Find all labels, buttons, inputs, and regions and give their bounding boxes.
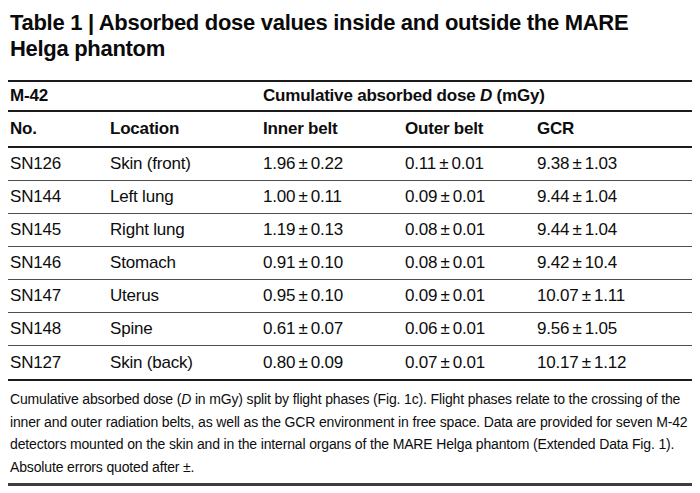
cell-no: SN127 [8, 353, 108, 373]
cell-no: SN147 [8, 286, 108, 306]
cell-inner-belt: 0.91 ± 0.10 [261, 253, 403, 273]
cell-no: SN146 [8, 253, 108, 273]
cell-inner-belt: 1.19 ± 0.13 [261, 220, 403, 240]
table-column-header-row: No. Location Inner belt Outer belt GCR [8, 112, 692, 148]
cell-location: Spine [108, 319, 261, 339]
group-header-dose-symbol: D [480, 86, 492, 105]
cell-location: Left lung [108, 187, 261, 207]
cell-location: Right lung [108, 220, 261, 240]
cell-location: Uterus [108, 286, 261, 306]
table-title-line1: Table 1 | Absorbed dose values inside an… [10, 10, 690, 36]
cell-outer-belt: 0.09 ± 0.01 [403, 187, 535, 207]
col-header-location: Location [108, 119, 261, 139]
cell-outer-belt: 0.09 ± 0.01 [403, 286, 535, 306]
group-header-dose-unit: (mGy) [492, 86, 545, 105]
col-header-inner-belt: Inner belt [261, 119, 403, 139]
col-header-no: No. [8, 119, 108, 139]
cell-gcr: 10.07 ± 1.11 [535, 286, 692, 306]
cell-inner-belt: 1.96 ± 0.22 [261, 154, 403, 174]
cell-outer-belt: 0.06 ± 0.01 [403, 319, 535, 339]
table-row: SN146 Stomach 0.91 ± 0.10 0.08 ± 0.01 9.… [8, 247, 692, 280]
table-figure-panel: Table 1 | Absorbed dose values inside an… [0, 0, 700, 493]
footnote-dose-symbol: D [181, 391, 191, 407]
table-title: Table 1 | Absorbed dose values inside an… [10, 10, 690, 62]
table-row: SN144 Left lung 1.00 ± 0.11 0.09 ± 0.01 … [8, 181, 692, 214]
cell-gcr: 9.38 ± 1.03 [535, 154, 692, 174]
table-title-line2: Helga phantom [10, 36, 690, 62]
cell-outer-belt: 0.07 ± 0.01 [403, 353, 535, 373]
cell-inner-belt: 1.00 ± 0.11 [261, 187, 403, 207]
cell-location: Skin (front) [108, 154, 261, 174]
group-header-dose: Cumulative absorbed dose D (mGy) [261, 86, 692, 106]
footnote-text-pre: Cumulative absorbed dose ( [10, 391, 181, 407]
cell-no: SN148 [8, 319, 108, 339]
cell-inner-belt: 0.61 ± 0.07 [261, 319, 403, 339]
cell-outer-belt: 0.08 ± 0.01 [403, 253, 535, 273]
table-row: SN127 Skin (back) 0.80 ± 0.09 0.07 ± 0.0… [8, 346, 692, 381]
cell-no: SN126 [8, 154, 108, 174]
cell-gcr: 9.42 ± 10.4 [535, 253, 692, 273]
col-header-gcr: GCR [535, 119, 692, 139]
table-row: SN148 Spine 0.61 ± 0.07 0.06 ± 0.01 9.56… [8, 313, 692, 346]
group-header-detector: M-42 [8, 86, 261, 106]
col-header-outer-belt: Outer belt [403, 119, 535, 139]
cell-no: SN145 [8, 220, 108, 240]
cell-inner-belt: 0.80 ± 0.09 [261, 353, 403, 373]
table-footnote: Cumulative absorbed dose (D in mGy) spli… [10, 388, 690, 478]
cell-gcr: 9.44 ± 1.04 [535, 187, 692, 207]
table-group-header-row: M-42 Cumulative absorbed dose D (mGy) [8, 80, 692, 112]
table-row: SN126 Skin (front) 1.96 ± 0.22 0.11 ± 0.… [8, 148, 692, 181]
cell-location: Skin (back) [108, 353, 261, 373]
cell-gcr: 9.56 ± 1.05 [535, 319, 692, 339]
group-header-dose-text: Cumulative absorbed dose [263, 86, 480, 105]
cell-inner-belt: 0.95 ± 0.10 [261, 286, 403, 306]
cell-outer-belt: 0.08 ± 0.01 [403, 220, 535, 240]
cell-gcr: 9.44 ± 1.04 [535, 220, 692, 240]
table-row: SN147 Uterus 0.95 ± 0.10 0.09 ± 0.01 10.… [8, 280, 692, 313]
table-row: SN145 Right lung 1.19 ± 0.13 0.08 ± 0.01… [8, 214, 692, 247]
cell-no: SN144 [8, 187, 108, 207]
dose-table: M-42 Cumulative absorbed dose D (mGy) No… [8, 80, 692, 381]
cell-gcr: 10.17 ± 1.12 [535, 353, 692, 373]
cell-outer-belt: 0.11 ± 0.01 [403, 154, 535, 174]
cell-location: Stomach [108, 253, 261, 273]
bottom-divider [8, 483, 692, 486]
